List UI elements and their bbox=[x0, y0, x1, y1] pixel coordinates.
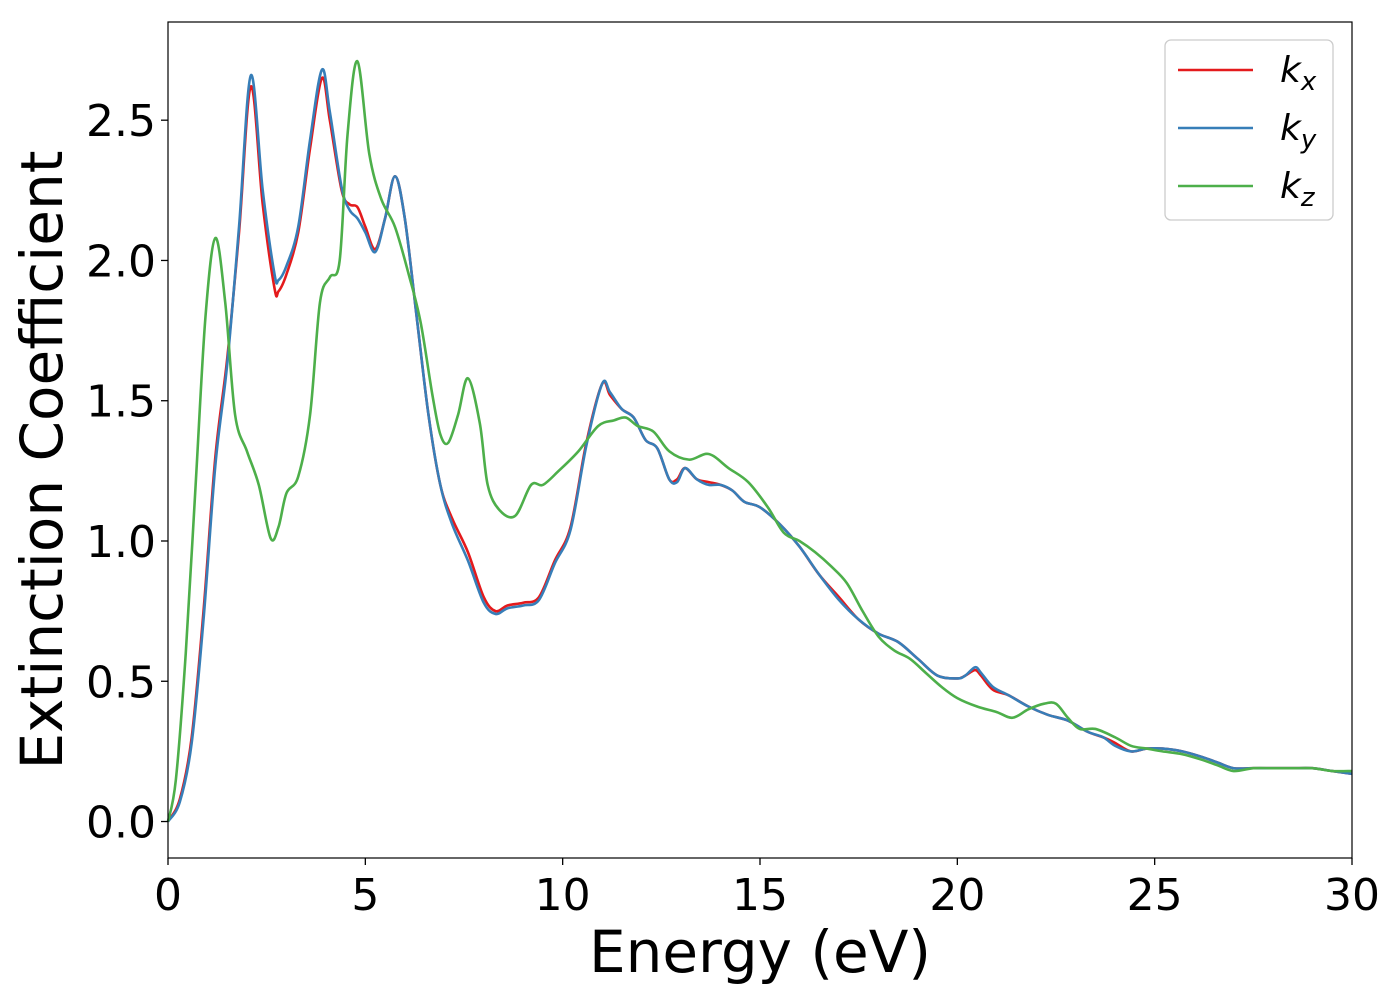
y-tick-label: 2.0 bbox=[86, 236, 156, 287]
y-axis-label: Extinction Coefficient bbox=[8, 151, 76, 770]
x-tick-label: 10 bbox=[535, 870, 591, 921]
x-tick-label: 25 bbox=[1127, 870, 1183, 921]
y-tick-label: 0.5 bbox=[86, 657, 156, 708]
x-axis-ticks: 0 5 10 15 20 25 30 bbox=[154, 858, 1380, 921]
legend-box bbox=[1164, 39, 1334, 221]
y-tick-label: 2.5 bbox=[86, 96, 156, 147]
x-tick-label: 0 bbox=[154, 870, 182, 921]
series-line-kz bbox=[166, 59, 1353, 822]
legend-item-ky: ky bbox=[1178, 108, 1317, 155]
y-tick-label: 0.0 bbox=[86, 798, 156, 849]
plot-lines bbox=[166, 59, 1353, 823]
series-line-ky bbox=[166, 68, 1353, 823]
y-tick-label: 1.5 bbox=[86, 377, 156, 428]
x-axis-label: Energy (eV) bbox=[589, 918, 931, 986]
y-axis-ticks: 0.0 0.5 1.0 1.5 2.0 2.5 bbox=[86, 96, 168, 849]
x-tick-label: 20 bbox=[929, 870, 985, 921]
x-tick-label: 5 bbox=[351, 870, 379, 921]
x-tick-label: 15 bbox=[732, 870, 788, 921]
y-tick-label: 1.0 bbox=[86, 517, 156, 568]
x-tick-label: 30 bbox=[1324, 870, 1380, 921]
